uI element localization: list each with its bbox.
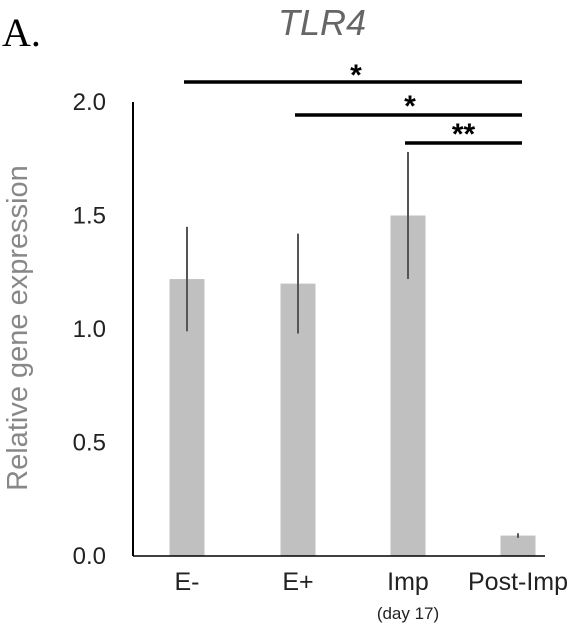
y-tick-label: 1.0 (73, 316, 106, 343)
y-axis-label: Relative gene expression (2, 165, 34, 491)
significance-marker: * (350, 59, 362, 92)
chart-title: TLR4 (278, 2, 366, 43)
y-tick-label: 1.5 (73, 203, 106, 230)
x-tick-label: Imp (387, 568, 429, 596)
bar-group (169, 215, 536, 556)
x-tick-label: E- (175, 568, 200, 596)
x-tick-group: E- E+ Imp (day 17) Post-Imp (175, 568, 569, 623)
panel-letter: A. (2, 10, 41, 55)
error-bar-group (186, 151, 519, 538)
x-tick-sublabel: (day 17) (377, 604, 439, 623)
x-tick-label: E+ (282, 568, 313, 596)
y-tick-label: 2.0 (73, 89, 106, 116)
y-tick-label: 0.5 (73, 430, 106, 457)
y-tick-label: 0.0 (73, 543, 106, 570)
y-tick-group: 0.0 0.5 1.0 1.5 2.0 (73, 89, 106, 570)
significance-group: **** (184, 59, 522, 151)
bar (500, 535, 536, 556)
significance-marker: * (404, 90, 416, 123)
x-tick-label: Post-Imp (468, 568, 568, 596)
significance-marker: ** (452, 118, 476, 151)
